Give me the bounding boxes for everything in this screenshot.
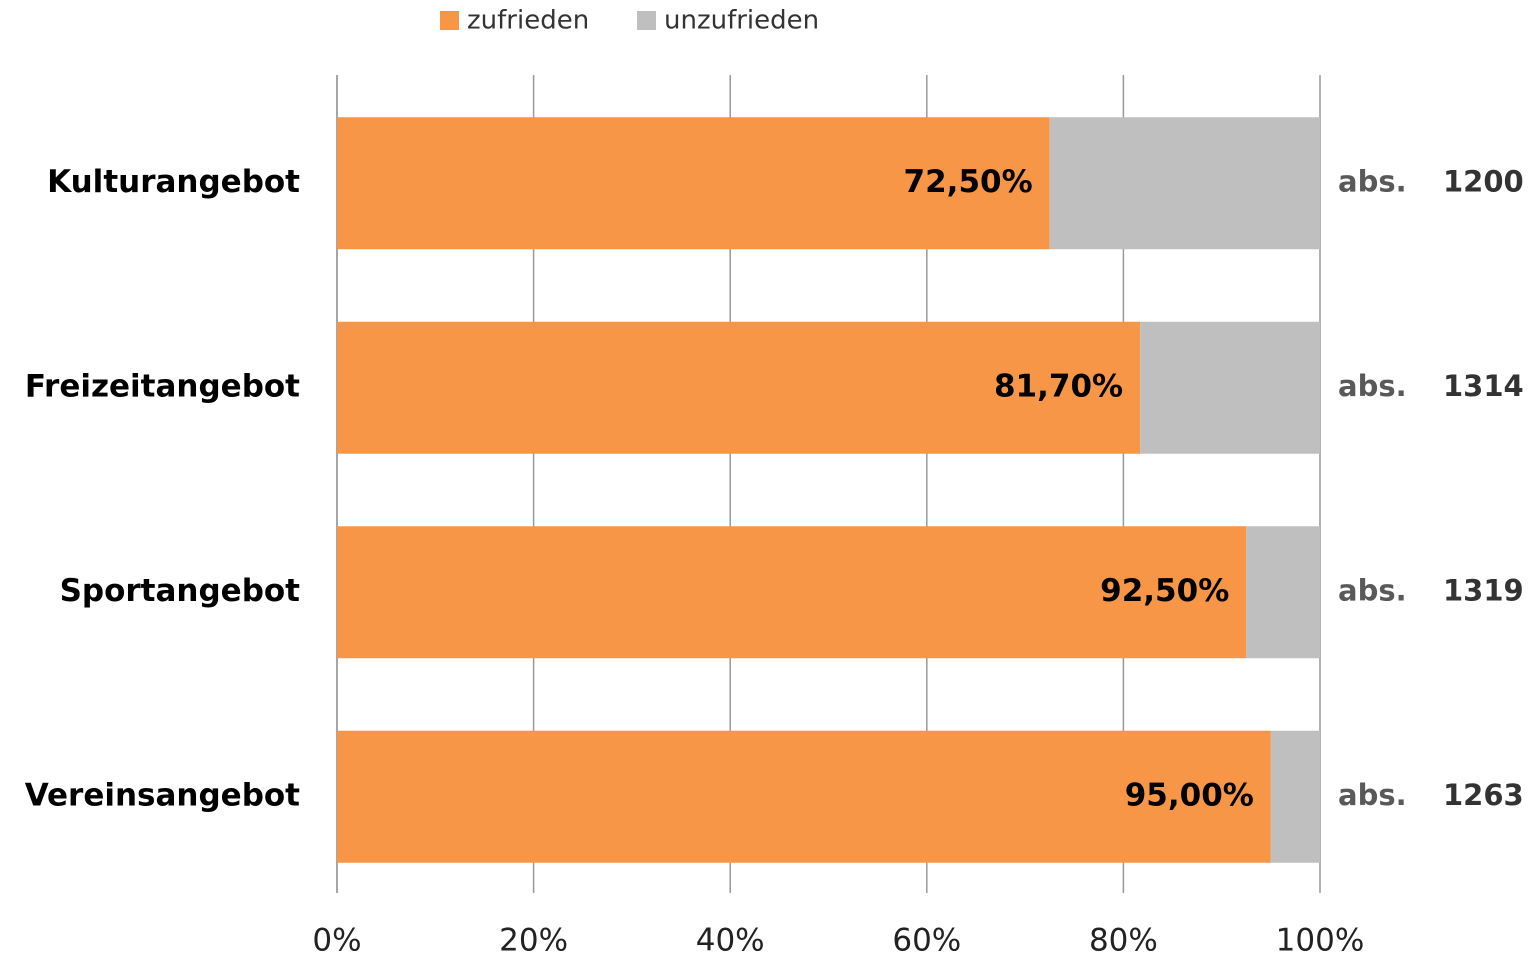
x-tick-label: 20% <box>499 923 568 957</box>
value-label: 72,50% <box>904 164 1033 200</box>
bar-segment <box>337 321 1141 454</box>
category-label: Sportangebot <box>60 573 301 609</box>
category-label: Vereinsangebot <box>25 777 300 813</box>
category-label: Kulturangebot <box>47 164 300 200</box>
bar-segment <box>337 117 1050 250</box>
x-tick-label: 0% <box>312 923 361 957</box>
abs-count: 1263 <box>1443 778 1524 812</box>
abs-count: 1200 <box>1443 164 1524 198</box>
x-tick-label: 100% <box>1276 923 1365 957</box>
abs-label: abs. <box>1338 778 1407 812</box>
value-label: 95,00% <box>1125 777 1254 813</box>
bar-segment <box>337 730 1271 863</box>
abs-label: abs. <box>1338 573 1407 607</box>
abs-count: 1314 <box>1443 369 1524 403</box>
bar-segment <box>1140 321 1320 454</box>
legend-swatch <box>637 11 656 30</box>
bar-segment <box>1270 730 1320 863</box>
value-label: 81,70% <box>994 368 1123 404</box>
abs-label: abs. <box>1338 164 1407 198</box>
x-tick-label: 60% <box>892 923 961 957</box>
bar-segment <box>337 526 1247 659</box>
legend-label: zufrieden <box>467 6 589 36</box>
value-label: 92,50% <box>1100 573 1229 609</box>
x-tick-label: 40% <box>696 923 765 957</box>
bar-segment <box>1049 117 1320 250</box>
x-tick-label: 80% <box>1089 923 1158 957</box>
category-label: Freizeitangebot <box>25 368 300 404</box>
legend-label: unzufrieden <box>664 6 819 36</box>
legend-swatch <box>440 11 459 30</box>
abs-label: abs. <box>1338 369 1407 403</box>
bar-segment <box>1246 526 1320 659</box>
abs-count: 1319 <box>1443 573 1524 607</box>
